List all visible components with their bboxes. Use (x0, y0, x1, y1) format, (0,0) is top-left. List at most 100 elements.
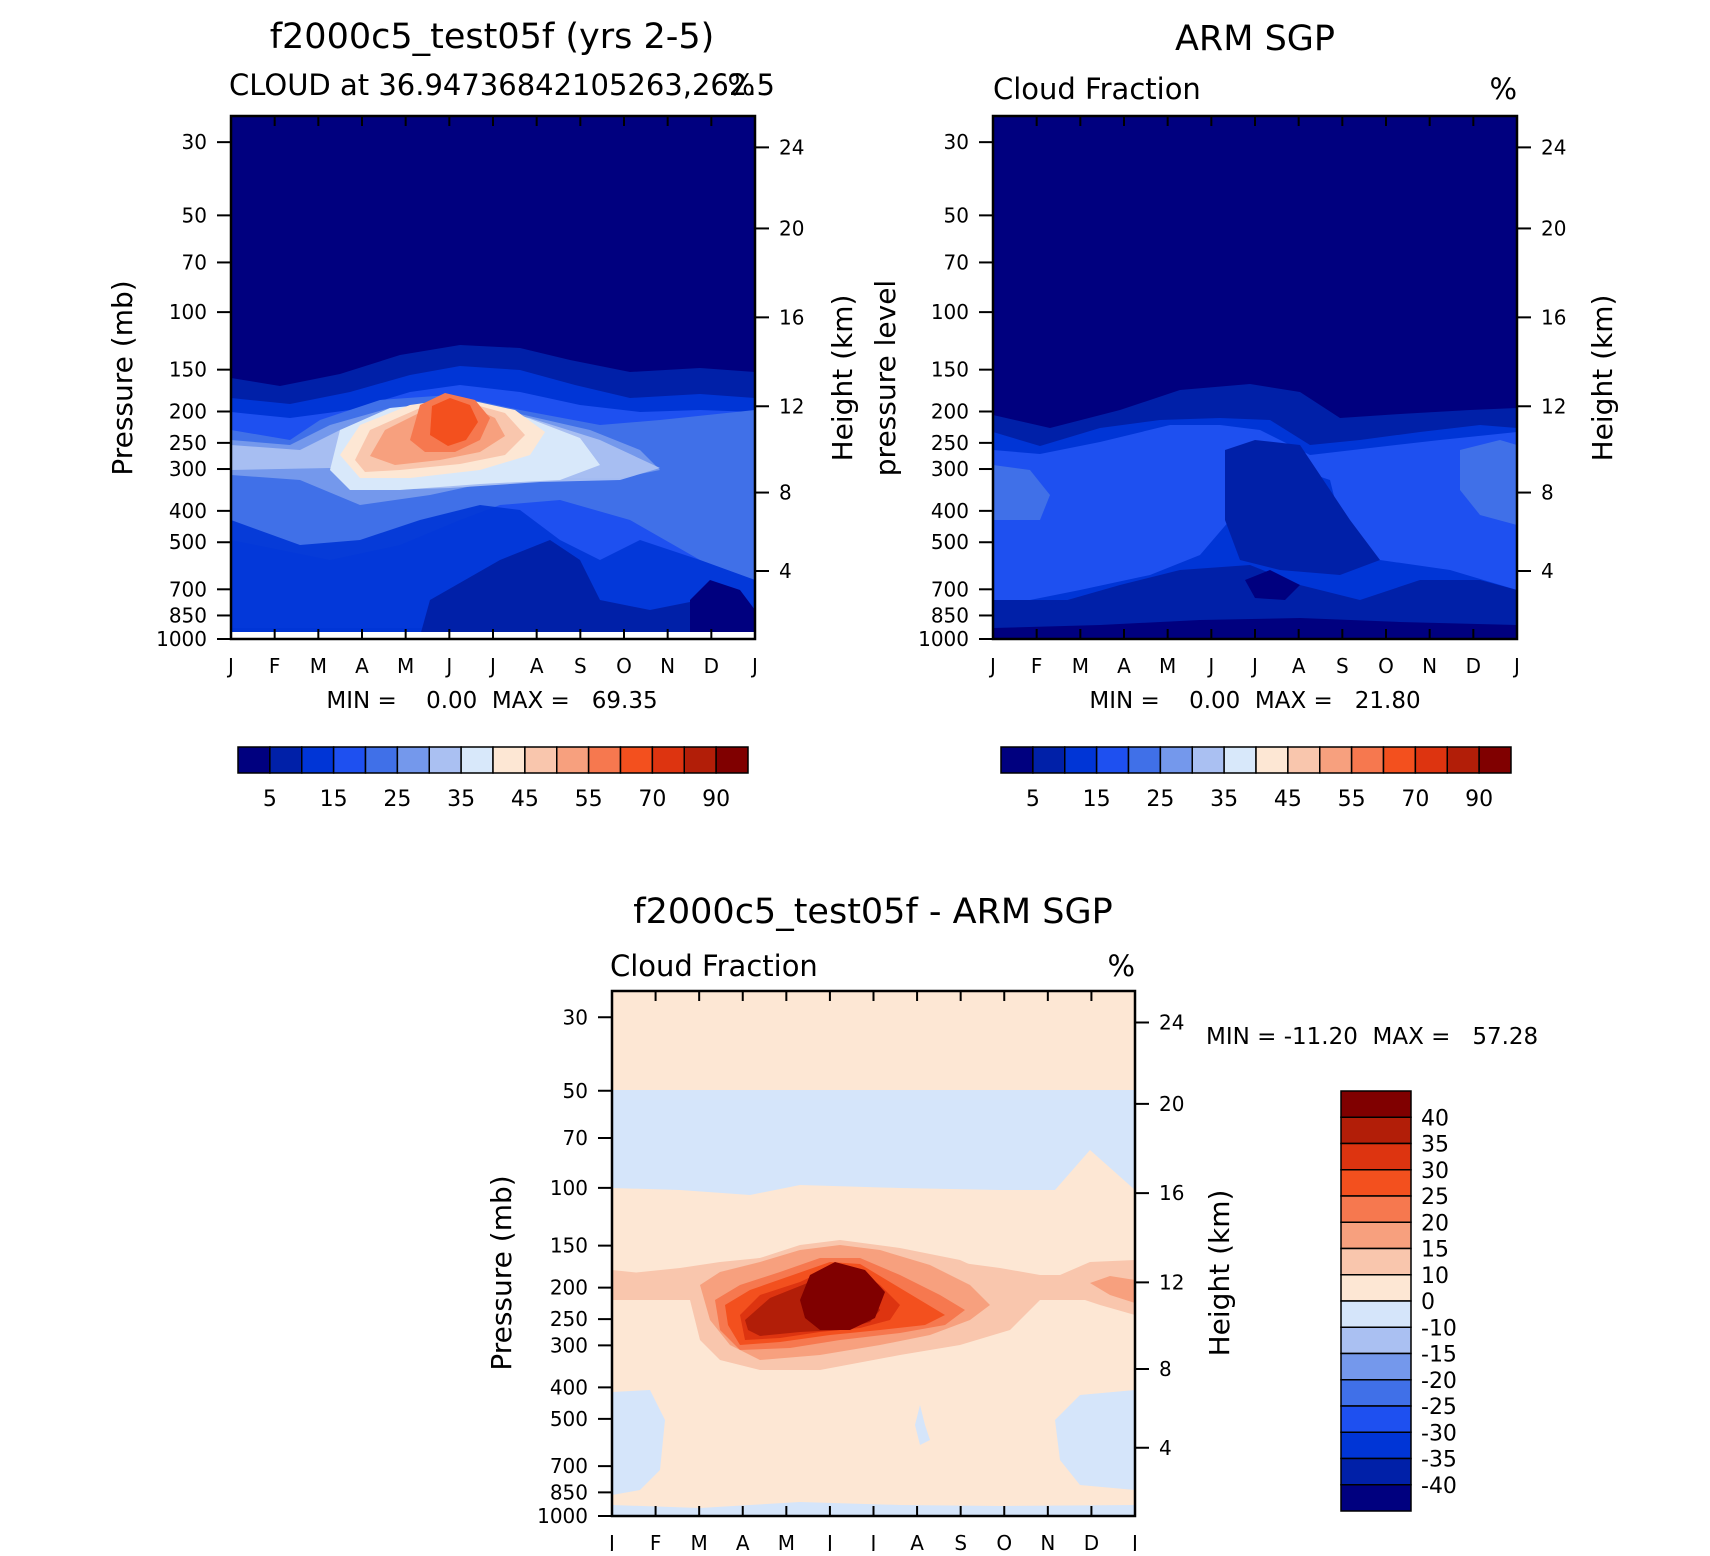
colorbar-swatch (1223, 746, 1257, 774)
x-tick-label: J (226, 654, 234, 678)
y-tick-label: 250 (931, 431, 969, 455)
y-tick-label: 300 (169, 457, 207, 481)
y2-tick-label: 12 (1159, 1270, 1184, 1294)
colorbar-swatch (524, 746, 558, 774)
colorbar-swatch (1340, 1431, 1412, 1460)
contour-band (1225, 440, 1380, 575)
colorbar-swatch (428, 746, 462, 774)
colorbar-swatch (1340, 1326, 1412, 1355)
x-tick-label: M (1159, 654, 1176, 678)
colorbar-swatch (269, 746, 303, 774)
colorbar-label: 35 (447, 787, 475, 812)
y-tick-label: 200 (169, 399, 207, 423)
colorbar-label: 0 (1421, 1290, 1435, 1315)
y-tick-label: 30 (182, 130, 207, 154)
colorbar-label: 35 (1210, 787, 1238, 812)
y2-tick-label: 12 (1541, 394, 1566, 418)
colorbar-label: -40 (1421, 1474, 1457, 1499)
colorbar-label: 25 (1421, 1185, 1449, 1210)
y-tick-label: 50 (563, 1079, 588, 1103)
panel-b-contours (993, 116, 1517, 639)
colorbar-label: -20 (1421, 1369, 1457, 1394)
panel-c-units: % (1107, 949, 1135, 983)
y-tick-label: 150 (931, 358, 969, 382)
panel-b-ylabel-left: pressure level (869, 280, 902, 476)
x-tick-label: M (691, 1531, 708, 1551)
y2-tick-label: 4 (1541, 559, 1554, 583)
x-tick-label: J (444, 654, 452, 678)
colorbar-label: -30 (1421, 1421, 1457, 1446)
colorbar-swatch (1340, 1195, 1412, 1223)
colorbar-swatch (332, 746, 367, 774)
x-tick-label: J (1130, 1531, 1138, 1551)
contour-band (690, 580, 755, 636)
y2-tick-label: 8 (1541, 481, 1554, 505)
colorbar-label: 30 (1421, 1159, 1449, 1184)
x-tick-label: A (1292, 654, 1306, 678)
colorbar-label: 10 (1421, 1264, 1449, 1289)
y-tick-label: 50 (182, 203, 207, 227)
contour-band (993, 565, 1517, 639)
panel-a-ylabel-right: Height (km) (826, 295, 859, 462)
x-tick-label: J (750, 654, 758, 678)
colorbar-swatch (1000, 746, 1034, 774)
colorbar-swatch (1340, 1142, 1412, 1171)
y-tick-label: 700 (550, 1454, 588, 1478)
colorbar-swatch (460, 746, 494, 774)
x-tick-label: O (616, 654, 632, 678)
y-tick-label: 250 (550, 1307, 588, 1331)
colorbar-swatch (301, 746, 335, 774)
y-tick-label: 70 (563, 1126, 588, 1150)
contour-band (612, 1390, 665, 1495)
y-tick-label: 400 (931, 499, 969, 523)
colorbar-label: -35 (1421, 1448, 1457, 1473)
panel-model: f2000c5_test05f (yrs 2-5) CLOUD at 36.94… (106, 17, 859, 812)
y-tick-label: 1000 (537, 1504, 588, 1528)
colorbar-swatch (364, 746, 399, 774)
colorbar-swatch (1340, 1274, 1412, 1302)
y2-tick-label: 20 (779, 216, 804, 240)
y-tick-label: 200 (931, 399, 969, 423)
colorbar-label: 45 (1274, 787, 1302, 812)
y-tick-label: 50 (944, 203, 969, 227)
x-tick-label: N (660, 654, 675, 678)
panel-a-ylabel-left: Pressure (mb) (106, 280, 139, 475)
colorbar-label: 90 (1465, 787, 1493, 812)
colorbar-swatch (1095, 746, 1130, 774)
panel-a-colorbar: 5 15 25 35 45 55 70 90 (237, 746, 749, 812)
x-tick-label: J (1250, 654, 1258, 678)
contour-band (420, 540, 755, 636)
colorbar-label: 5 (263, 787, 277, 812)
x-tick-label: F (650, 1531, 662, 1551)
colorbar-label: 25 (383, 787, 411, 812)
y-tick-label: 100 (931, 300, 969, 324)
y2-tick-label: 16 (779, 305, 804, 329)
y-tick-label: 150 (550, 1234, 588, 1258)
panel-a-contours (231, 116, 755, 639)
contour-band (430, 398, 478, 446)
panel-b-stats: MIN = 0.00 MAX = 21.80 (1089, 688, 1420, 714)
y-tick-label: 300 (931, 457, 969, 481)
x-tick-label: F (269, 654, 281, 678)
colorbar-swatch (587, 746, 622, 774)
x-tick-label: O (1378, 654, 1394, 678)
x-tick-label: J (1512, 654, 1520, 678)
y2-tick-label: 20 (1159, 1092, 1184, 1116)
colorbar-label: 25 (1146, 787, 1174, 812)
panel-diff: f2000c5_test05f - ARM SGP Cloud Fraction… (485, 892, 1538, 1555)
y-tick-label: 400 (169, 499, 207, 523)
colorbar-swatch (1287, 746, 1321, 774)
x-tick-label: S (1336, 654, 1349, 678)
colorbar-label: 15 (1421, 1238, 1449, 1263)
x-tick-label: A (736, 1531, 750, 1551)
panel-b-title: ARM SGP (1175, 19, 1335, 59)
colorbar-swatch (1340, 1221, 1412, 1250)
colorbar-swatch (492, 746, 526, 774)
x-tick-label: A (910, 1531, 924, 1551)
y-tick-label: 500 (169, 530, 207, 554)
contour-band (1460, 440, 1517, 525)
colorbar-swatch (651, 746, 685, 774)
colorbar-label: 90 (702, 787, 730, 812)
y-tick-label: 70 (944, 250, 969, 274)
